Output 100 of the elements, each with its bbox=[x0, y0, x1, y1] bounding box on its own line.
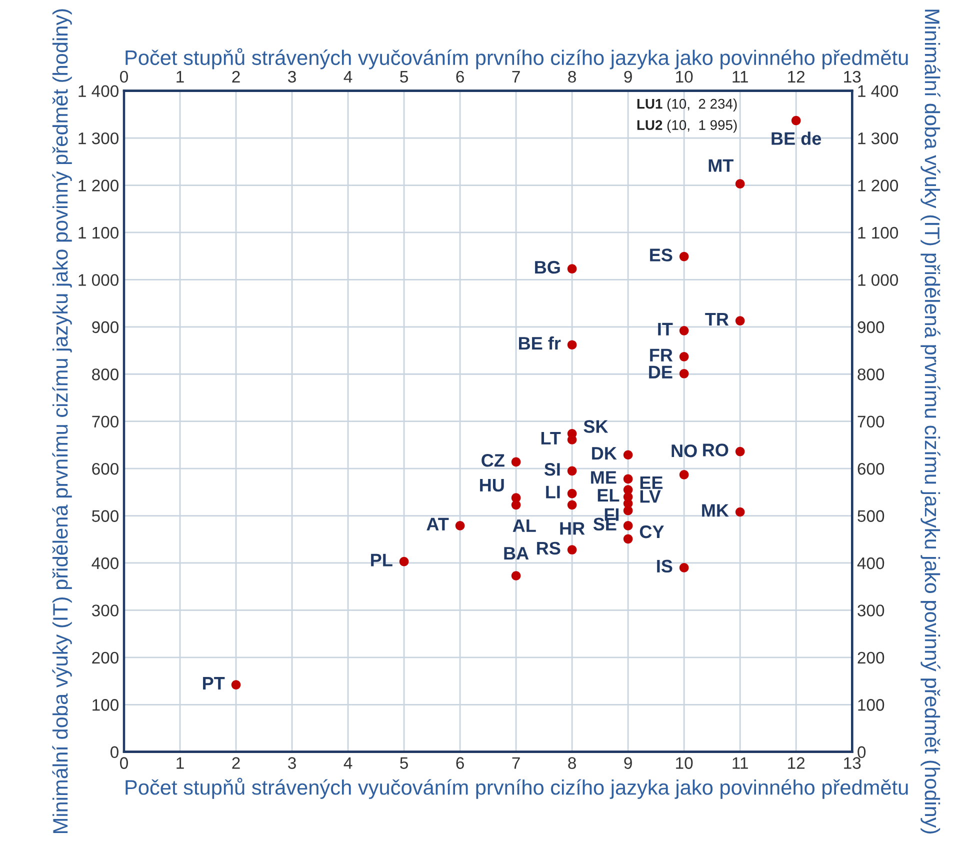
point bbox=[623, 450, 633, 460]
y2-tick-label: 0 bbox=[858, 746, 866, 758]
x2-tick-label: 6 bbox=[456, 70, 464, 83]
y2-axis-title: Minimální doba výuky (IT) přidělená prvnímu cizímu jazyku jako povinný předmět (hodiny) bbox=[920, 10, 940, 834]
annotation: HR bbox=[560, 522, 585, 535]
annotation: MT bbox=[708, 159, 734, 172]
x2-tick-label: 1 bbox=[176, 71, 184, 83]
point bbox=[679, 326, 689, 336]
y-tick-label: 1 100 bbox=[78, 226, 118, 239]
point bbox=[791, 116, 801, 126]
annotation: PT bbox=[203, 677, 225, 690]
y2-tick-label: 100 bbox=[858, 699, 884, 711]
annotation: AL bbox=[512, 519, 536, 532]
y2-tick-label: 200 bbox=[858, 652, 884, 664]
x2-tick-label: 3 bbox=[288, 70, 296, 83]
point bbox=[567, 545, 577, 554]
point bbox=[567, 488, 577, 498]
point bbox=[735, 179, 745, 189]
y2-tick-label: 500 bbox=[858, 510, 884, 522]
annotation: IS bbox=[657, 560, 672, 573]
point bbox=[623, 506, 633, 516]
x2-tick-label: 7 bbox=[512, 71, 520, 83]
y-axis-title: Minimální doba výuky (IT) přidělená prvnímu cizímu jazyku jako povinný předmět (hodiny) bbox=[52, 9, 72, 833]
point bbox=[231, 680, 241, 690]
annotation: SK bbox=[584, 420, 608, 433]
annotation: BG bbox=[535, 260, 560, 274]
annotation: PL bbox=[371, 554, 392, 566]
point bbox=[735, 316, 745, 326]
annotation: DK bbox=[592, 447, 617, 460]
annotation: ME bbox=[591, 471, 616, 484]
x-tick-label: 1 bbox=[176, 757, 184, 769]
point bbox=[679, 470, 689, 480]
y2-tick-label: 700 bbox=[858, 416, 884, 428]
y-tick-label: 1 400 bbox=[78, 85, 118, 98]
x2-tick-label: 5 bbox=[400, 71, 408, 83]
y-tick-label: 100 bbox=[92, 699, 118, 711]
point bbox=[623, 521, 633, 530]
annotation: ES bbox=[650, 248, 672, 262]
annotation: DE bbox=[649, 366, 672, 378]
annotation: EE bbox=[640, 476, 663, 489]
x2-tick-label: 13 bbox=[844, 70, 861, 83]
annotation: NO bbox=[672, 444, 697, 458]
x-tick-label: 6 bbox=[456, 757, 464, 769]
point bbox=[455, 521, 465, 530]
point bbox=[511, 571, 521, 580]
annotation: LU1 (10, 2 234) bbox=[637, 98, 737, 112]
point bbox=[679, 563, 689, 572]
annotation: BE fr bbox=[519, 336, 561, 350]
x-tick-label: 2 bbox=[232, 757, 240, 769]
point bbox=[679, 252, 689, 262]
x-tick-label: 0 bbox=[120, 757, 128, 769]
y2-tick-label: 300 bbox=[858, 604, 884, 616]
y-tick-label: 1 200 bbox=[78, 180, 118, 192]
y2-tick-label: 900 bbox=[858, 321, 884, 334]
y2-tick-label: 800 bbox=[858, 368, 884, 380]
y-tick-label: 600 bbox=[92, 462, 118, 475]
x2-tick-label: 4 bbox=[344, 71, 352, 83]
annotation: TR bbox=[705, 313, 729, 326]
annotation: RS bbox=[537, 542, 560, 555]
y-tick-label: 900 bbox=[92, 321, 118, 334]
annotation: FR bbox=[650, 348, 673, 362]
x2-tick-label: 11 bbox=[732, 71, 748, 83]
x-tick-label: 8 bbox=[568, 757, 576, 769]
x-tick-label: 12 bbox=[788, 757, 805, 769]
y2-tick-label: 1 200 bbox=[858, 180, 898, 192]
x-tick-label: 5 bbox=[400, 757, 408, 769]
y-tick-label: 400 bbox=[92, 557, 118, 570]
annotation: SI bbox=[544, 462, 560, 476]
annotation: LU2 (10, 1 995) bbox=[637, 120, 737, 133]
x2-tick-label: 2 bbox=[232, 70, 240, 83]
annotation: LV bbox=[640, 490, 661, 503]
y-tick-label: 300 bbox=[92, 604, 118, 616]
y-tick-label: 1 000 bbox=[78, 274, 118, 286]
point bbox=[735, 507, 745, 517]
y2-tick-label: 400 bbox=[857, 557, 884, 570]
y2-tick-label: 1 300 bbox=[858, 132, 898, 144]
annotation: IT bbox=[658, 322, 673, 336]
x2-tick-label: 10 bbox=[676, 70, 693, 83]
point bbox=[735, 446, 745, 456]
point bbox=[567, 500, 577, 510]
y2-tick-label: 1 000 bbox=[858, 274, 898, 286]
x-tick-label: 11 bbox=[732, 757, 748, 769]
point bbox=[567, 264, 577, 274]
x2-tick-label: 8 bbox=[568, 70, 576, 83]
point bbox=[567, 466, 577, 476]
point bbox=[567, 340, 577, 350]
y-tick-label: 500 bbox=[92, 510, 118, 522]
point bbox=[567, 435, 577, 444]
annotation: BA bbox=[504, 547, 529, 560]
x-tick-label: 4 bbox=[344, 757, 352, 769]
x2-tick-label: 12 bbox=[788, 70, 805, 83]
y2-tick-label: 1 400 bbox=[858, 85, 898, 98]
y-tick-label: 200 bbox=[92, 652, 118, 664]
annotation: RO bbox=[703, 444, 728, 456]
y-tick-label: 1 300 bbox=[78, 132, 118, 144]
annotation: BE de bbox=[772, 132, 822, 145]
point bbox=[679, 368, 689, 378]
annotation: CZ bbox=[482, 454, 504, 467]
annotation: HU bbox=[480, 478, 504, 492]
annotation: MK bbox=[702, 504, 729, 517]
